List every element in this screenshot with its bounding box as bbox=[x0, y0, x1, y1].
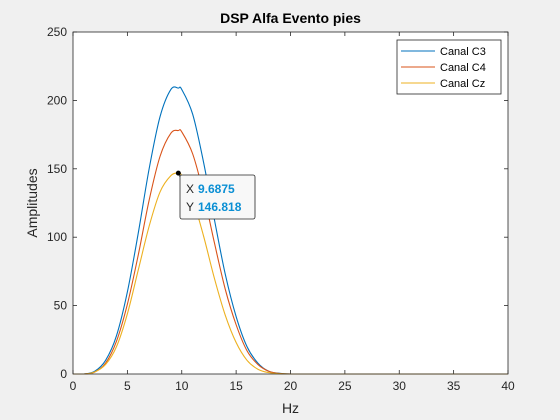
legend-entry-canal-c3[interactable]: Canal C3 bbox=[440, 46, 486, 58]
datatip-y-label: Y bbox=[186, 200, 194, 214]
datatip-x-label: X bbox=[186, 182, 194, 196]
x-tick-label: 30 bbox=[393, 379, 407, 393]
datatip-y-value: 146.818 bbox=[198, 200, 242, 214]
x-tick-label: 15 bbox=[229, 379, 243, 393]
x-tick-label: 0 bbox=[70, 379, 77, 393]
y-axis-ticks: 0 50 100 150 200 250 bbox=[47, 25, 508, 381]
x-axis-label: Hz bbox=[282, 400, 299, 416]
datatip-marker[interactable] bbox=[175, 170, 181, 176]
chart-title: DSP Alfa Evento pies bbox=[220, 10, 361, 26]
datatip-box bbox=[179, 174, 256, 220]
x-tick-label: 40 bbox=[501, 379, 515, 393]
x-tick-label: 35 bbox=[447, 379, 461, 393]
legend[interactable]: Canal C3 Canal C4 Canal Cz bbox=[396, 39, 502, 95]
x-tick-label: 20 bbox=[284, 379, 298, 393]
y-tick-label: 200 bbox=[47, 93, 67, 107]
x-tick-label: 25 bbox=[338, 379, 352, 393]
x-tick-label: 5 bbox=[124, 379, 131, 393]
legend-entry-canal-c4[interactable]: Canal C4 bbox=[440, 62, 486, 74]
x-tick-label: 10 bbox=[175, 379, 189, 393]
y-tick-label: 0 bbox=[60, 367, 67, 381]
y-tick-label: 250 bbox=[47, 25, 67, 39]
datatip[interactable]: X 9.6875 Y 146.818 bbox=[175, 170, 256, 220]
y-tick-label: 100 bbox=[47, 230, 67, 244]
axes-box bbox=[72, 31, 509, 375]
legend-entry-canal-cz[interactable]: Canal Cz bbox=[440, 78, 485, 90]
x-axis-ticks: 0 5 10 15 20 25 30 35 40 bbox=[70, 32, 515, 393]
datatip-x-value: 9.6875 bbox=[198, 182, 235, 196]
y-axis-label: Amplitudes bbox=[24, 168, 40, 237]
y-tick-label: 150 bbox=[47, 162, 67, 176]
y-tick-label: 50 bbox=[54, 299, 68, 313]
